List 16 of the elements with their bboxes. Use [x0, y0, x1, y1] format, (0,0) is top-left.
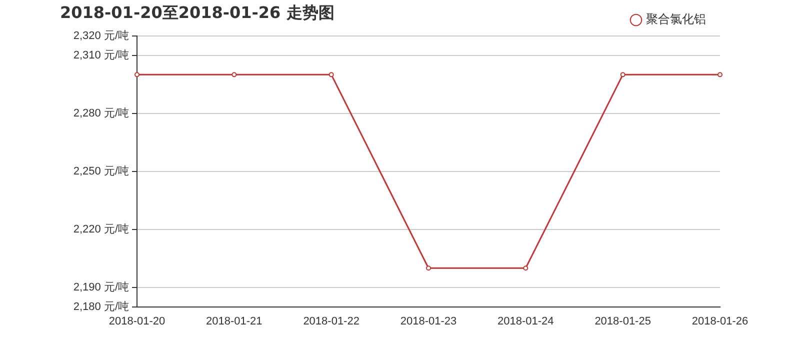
x-tick-label: 2018-01-22 — [303, 315, 360, 328]
y-tick-label: 2,310 元/吨 — [73, 48, 129, 62]
x-tick-label: 2018-01-20 — [108, 315, 166, 328]
x-tick-label: 2018-01-23 — [400, 315, 457, 328]
y-tick-label: 2,190 元/吨 — [73, 280, 129, 294]
x-tick-label: 2018-01-21 — [206, 315, 262, 328]
y-tick-label: 2,220 元/吨 — [73, 222, 129, 236]
x-tick-label: 2018-01-24 — [498, 315, 554, 328]
x-tick-label: 2018-01-25 — [594, 315, 651, 328]
y-tick-label: 2,250 元/吨 — [73, 164, 129, 178]
y-tick-label: 2,280 元/吨 — [73, 106, 129, 120]
legend-label: 聚合氯化铝 — [646, 12, 706, 26]
x-tick-label: 2018-01-26 — [692, 315, 748, 328]
y-tick-label: 2,180 元/吨 — [73, 300, 129, 313]
chart-title: 2018-01-20至2018-01-26 走势图 — [60, 3, 334, 24]
y-tick-label: 2,320 元/吨 — [73, 29, 129, 42]
